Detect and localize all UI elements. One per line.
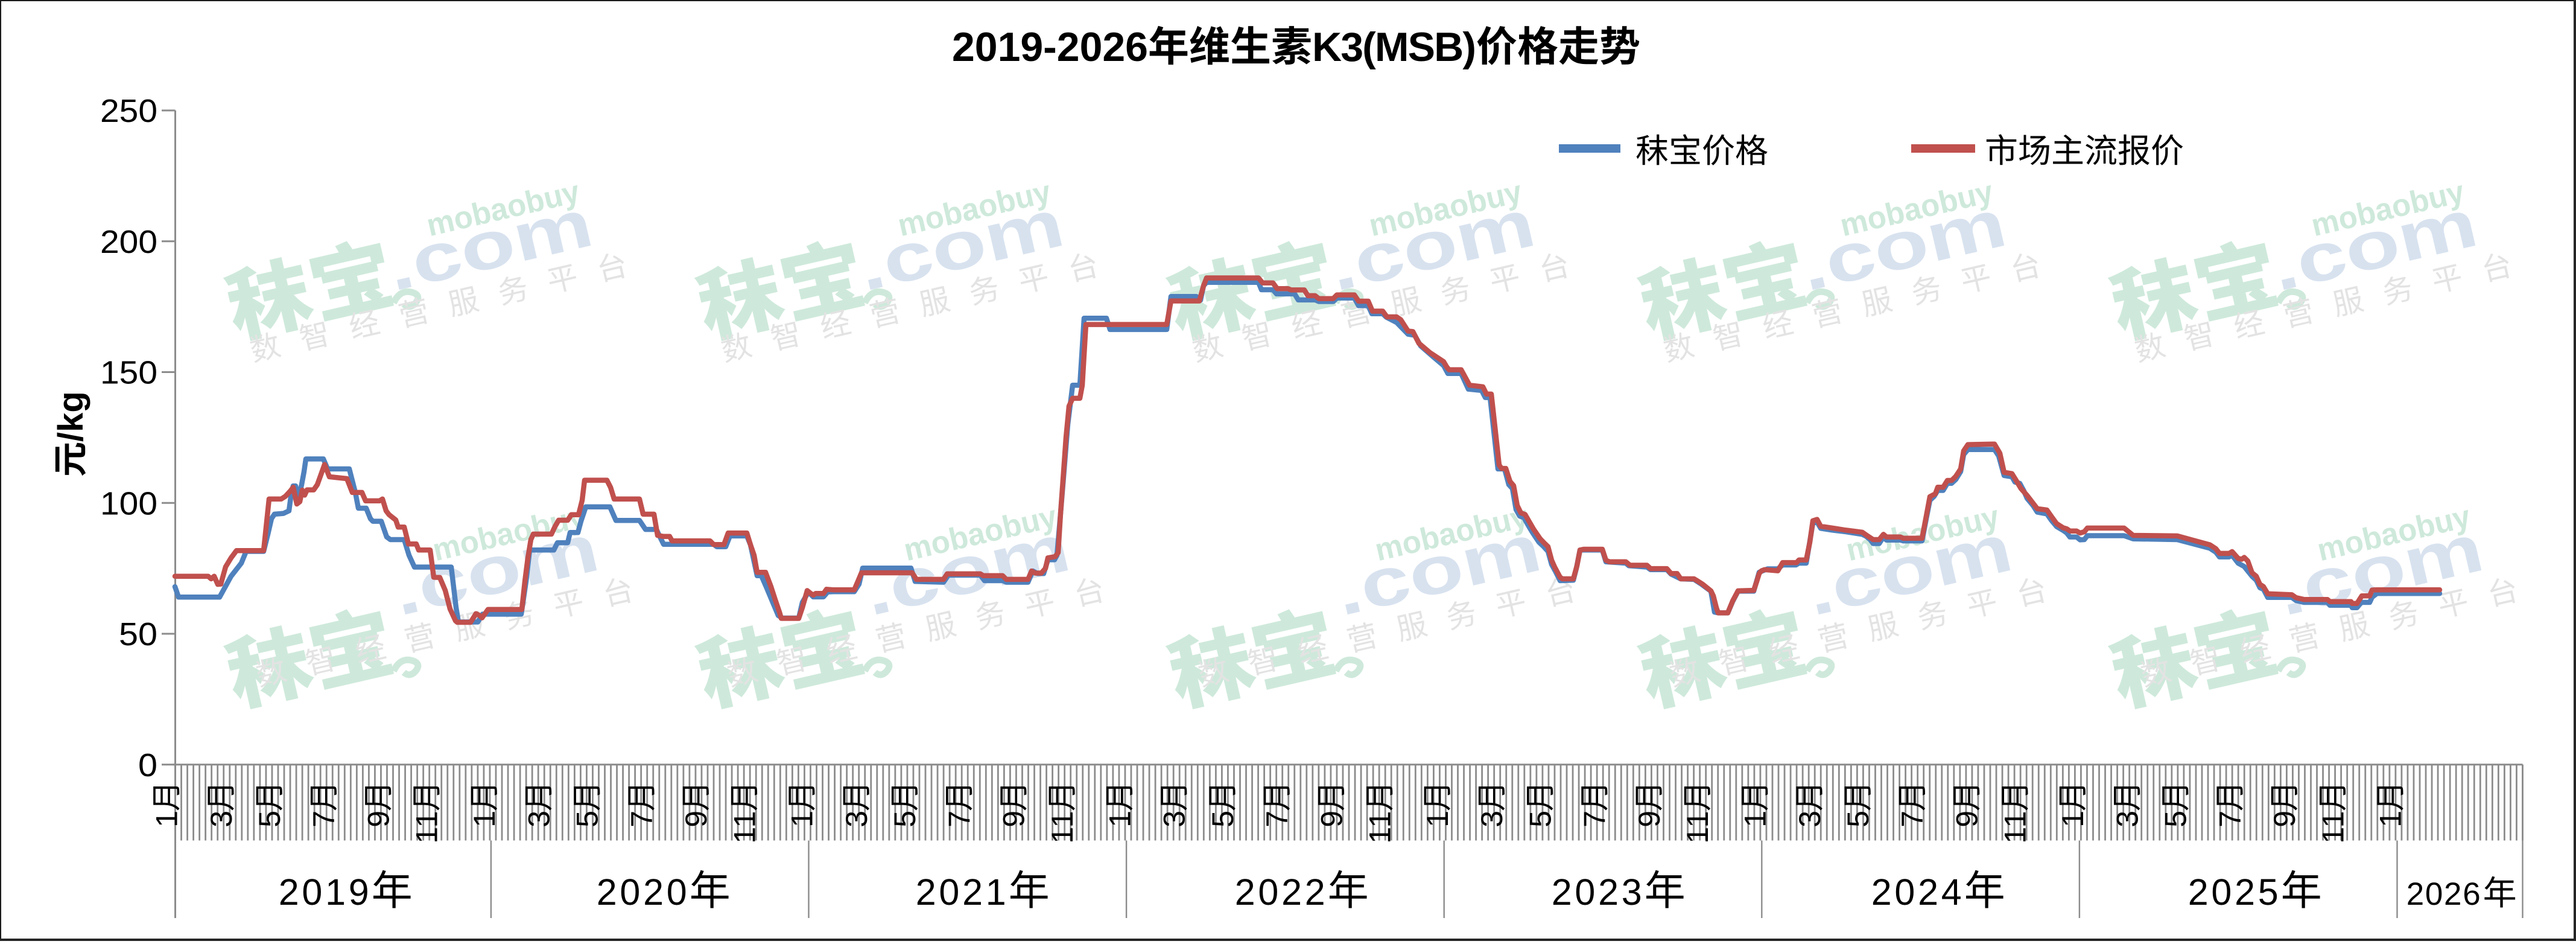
svg-text:7: 7: [1260, 811, 1294, 828]
svg-text:11: 11: [1363, 811, 1397, 844]
svg-text:200: 200: [100, 224, 157, 260]
svg-text:1: 1: [785, 811, 819, 828]
svg-text:7: 7: [2213, 811, 2247, 828]
svg-text:11: 11: [728, 811, 761, 844]
svg-text:7: 7: [1896, 811, 1929, 828]
svg-text:0: 0: [138, 747, 157, 783]
svg-text:5: 5: [571, 811, 604, 828]
svg-text:/kg: /kg: [51, 391, 90, 442]
svg-text:7: 7: [942, 811, 976, 828]
svg-text:1: 1: [1739, 811, 1772, 828]
svg-text:3: 3: [840, 811, 874, 828]
svg-text:3: 3: [1475, 811, 1509, 828]
svg-text:5: 5: [1841, 811, 1875, 828]
svg-text:9: 9: [2268, 811, 2302, 828]
svg-text:5: 5: [2159, 811, 2193, 828]
svg-text:1: 1: [150, 811, 184, 828]
svg-text:5: 5: [888, 811, 922, 828]
svg-text:250: 250: [100, 93, 157, 129]
svg-text:9: 9: [997, 811, 1031, 828]
svg-text:3: 3: [1793, 811, 1827, 828]
svg-text:150: 150: [100, 355, 157, 391]
svg-text:50: 50: [119, 616, 157, 652]
svg-text:9: 9: [362, 811, 396, 828]
svg-text:9: 9: [679, 811, 713, 828]
svg-text:3: 3: [522, 811, 556, 828]
svg-text:9: 9: [1950, 811, 1984, 828]
svg-text:1: 1: [468, 811, 501, 828]
svg-text:3: 3: [205, 811, 238, 828]
svg-text:3: 3: [2110, 811, 2144, 828]
svg-text:7: 7: [1578, 811, 1612, 828]
svg-text:7: 7: [307, 811, 341, 828]
svg-text:1: 1: [1421, 811, 1455, 828]
svg-text:11: 11: [2316, 811, 2350, 844]
svg-text:9: 9: [1632, 811, 1666, 828]
svg-text:7: 7: [625, 811, 659, 828]
svg-text:11: 11: [1999, 811, 2032, 844]
svg-text:2019-2026: 2019-2026: [952, 24, 1148, 70]
svg-text:5: 5: [1523, 811, 1557, 828]
svg-text:5: 5: [253, 811, 287, 828]
svg-text:11: 11: [410, 811, 444, 844]
svg-text:100: 100: [100, 485, 157, 521]
svg-text:11: 11: [1045, 811, 1079, 844]
svg-text:2026: 2026: [2406, 876, 2481, 912]
svg-text:K3(MSB): K3(MSB): [1312, 24, 1476, 70]
svg-text:1: 1: [2056, 811, 2090, 828]
svg-text:9: 9: [1315, 811, 1348, 828]
svg-text:1: 1: [2374, 811, 2408, 828]
svg-text:11: 11: [1681, 811, 1715, 844]
svg-text:3: 3: [1158, 811, 1191, 828]
svg-text:1: 1: [1103, 811, 1137, 828]
svg-text:5: 5: [1206, 811, 1240, 828]
